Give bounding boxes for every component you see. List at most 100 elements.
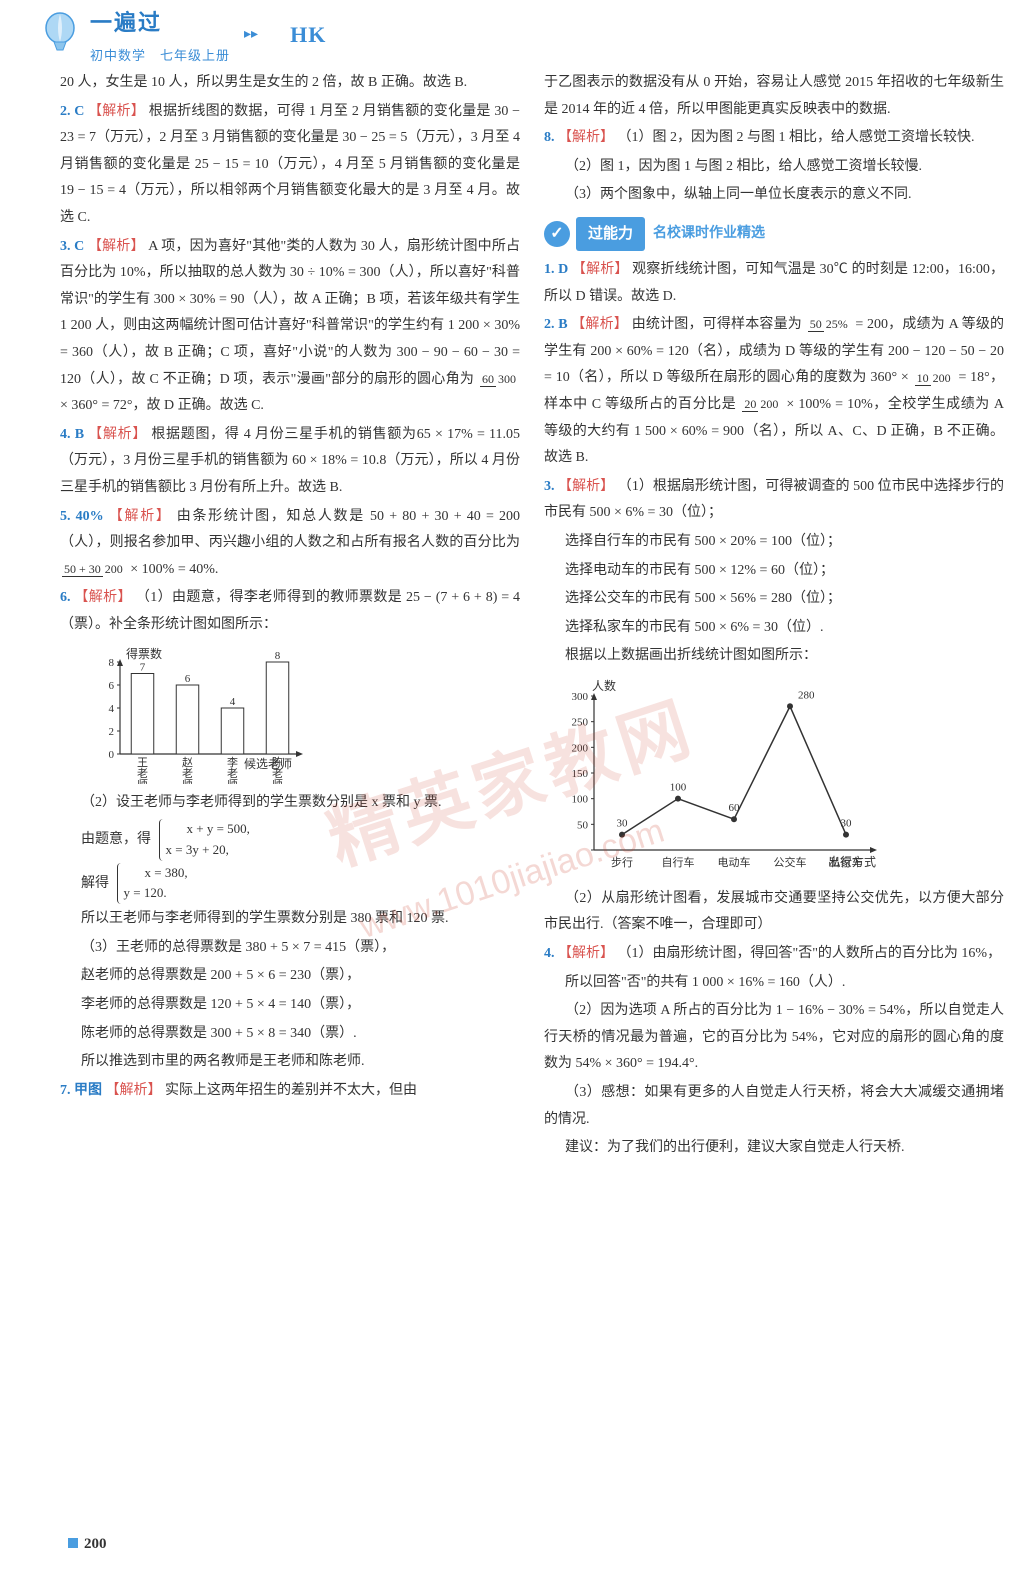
main-title: 一遍过 <box>90 2 230 44</box>
svg-text:7: 7 <box>140 662 146 674</box>
text: 20 人，女生是 10 人，所以男生是女生的 2 倍，故 B 正确。故选 B. <box>60 70 520 97</box>
hk-tag: HK <box>290 14 326 56</box>
text: 选择电动车的市民有 500 × 12% = 60（位）； <box>544 558 1004 585</box>
text: 建议：为了我们的出行便利，建议大家自觉走人行天桥. <box>544 1135 1004 1162</box>
right-column: 于乙图表示的数据没有从 0 开始，容易让人感觉 2015 年招收的七年级新生是 … <box>544 70 1004 1164</box>
svg-text:候选老师: 候选老师 <box>244 757 292 771</box>
svg-text:师: 师 <box>227 778 238 784</box>
text: 所以推选到市里的两名教师是王老师和陈老师. <box>60 1049 520 1076</box>
text: 所以回答"否"的共有 1 000 × 16% = 160（人）. <box>544 970 1004 997</box>
text: （3）感想：如果有更多的人自觉走人行天桥，将会大大减缓交通拥堵的情况. <box>544 1080 1004 1133</box>
svg-text:30: 30 <box>617 817 629 829</box>
fraction: 10200 <box>915 372 953 385</box>
svg-text:300: 300 <box>572 691 589 703</box>
equation-system: 由题意，得 x + y = 500,x = 3y + 20, <box>60 819 520 861</box>
svg-text:6: 6 <box>109 680 115 692</box>
svg-text:私家车: 私家车 <box>830 855 863 869</box>
check-icon: ✓ <box>544 221 570 247</box>
analysis-label: 【解析】 <box>88 239 145 254</box>
text: 于乙图表示的数据没有从 0 开始，容易让人感觉 2015 年招收的七年级新生是 … <box>544 70 1004 123</box>
q-number: 8. <box>544 130 555 145</box>
analysis-label: 【解析】 <box>74 590 132 605</box>
svg-text:280: 280 <box>798 689 815 701</box>
tag-sub: 名校课时作业精选 <box>653 221 765 248</box>
svg-text:赵: 赵 <box>182 755 193 769</box>
analysis-label: 【解析】 <box>88 427 147 442</box>
svg-text:200: 200 <box>572 742 589 754</box>
analysis-label: 【解析】 <box>558 946 614 961</box>
svg-text:李: 李 <box>227 755 238 769</box>
q-number: 5. 40% <box>60 509 104 524</box>
analysis-label: 【解析】 <box>109 509 172 524</box>
svg-text:电动车: 电动车 <box>718 855 751 869</box>
text: 赵老师的总得票数是 200 + 5 × 6 = 230（票）， <box>60 963 520 990</box>
text: （1）图 2，因为图 2 与图 1 相比，给人感觉工资增长较快. <box>618 130 975 145</box>
fraction: 5025% <box>808 318 850 331</box>
text: （2）因为选项 A 所占的百分比为 1 − 16% − 30% = 54%，所以… <box>544 998 1004 1078</box>
svg-text:150: 150 <box>572 768 589 780</box>
text: 根据折线图的数据，可得 1 月至 2 月销售额的变化量是 30 − 23 = 7… <box>60 104 520 225</box>
question-2: 2. C 【解析】 根据折线图的数据，可得 1 月至 2 月销售额的变化量是 3… <box>60 99 520 232</box>
svg-text:师: 师 <box>182 778 193 784</box>
q-number: 2. C <box>60 104 84 119</box>
fraction: 50 + 30200 <box>62 563 125 576</box>
svg-text:陈: 陈 <box>272 755 283 769</box>
question-6: 6. 【解析】 （1）由题意，得李老师得到的教师票数是 25 − (7 + 6 … <box>60 585 520 638</box>
svg-text:自行车: 自行车 <box>662 855 695 869</box>
svg-text:100: 100 <box>572 794 589 806</box>
analysis-label: 【解析】 <box>106 1083 162 1098</box>
analysis-label: 【解析】 <box>571 317 628 332</box>
text: （3）王老师的总得票数是 380 + 5 × 7 = 415（票）， <box>60 935 520 962</box>
balloon-icon <box>40 10 80 60</box>
text: A 项，因为喜好"其他"类的人数为 30 人，扇形统计图中所占百分比为 10%，… <box>60 239 520 387</box>
q-number: 2. B <box>544 317 568 332</box>
text: × 360° = 72°，故 D 正确。故选 C. <box>60 398 264 413</box>
text: （2）设王老师与李老师得到的学生票数分别是 x 票和 y 票. <box>60 790 520 817</box>
svg-text:60: 60 <box>729 802 741 814</box>
svg-text:公交车: 公交车 <box>774 855 807 869</box>
question-2: 2. B 【解析】 由统计图，可得样本容量为 5025% = 200，成绩为 A… <box>544 312 1004 472</box>
line-chart: 50100150200250300人数出行方式30步行100自行车60电动车28… <box>554 676 894 876</box>
svg-text:250: 250 <box>572 717 589 729</box>
text: 陈老师的总得票数是 300 + 5 × 8 = 340（票）. <box>60 1021 520 1048</box>
text: （1）由扇形统计图，得回答"否"的人数所占的百分比为 16%， <box>618 946 1002 961</box>
text: 由统计图，可得样本容量为 <box>632 317 802 332</box>
svg-text:8: 8 <box>109 657 115 669</box>
svg-text:得票数: 得票数 <box>126 646 162 661</box>
text: 选择私家车的市民有 500 × 6% = 30（位）. <box>544 615 1004 642</box>
tag-main: 过能力 <box>576 217 645 252</box>
page-header: 一遍过 初中数学 七年级上册 ▸▸ HK <box>40 0 1004 70</box>
fraction: 60300 <box>480 373 518 386</box>
question-4: 4. B 【解析】 根据题图，得 4 月份三星手机的销售额为65 × 17% =… <box>60 422 520 502</box>
text: （2）图 1，因为图 1 与图 2 相比，给人感觉工资增长较慢. <box>544 154 1004 181</box>
fraction: 20200 <box>742 398 780 411</box>
analysis-label: 【解析】 <box>88 104 145 119</box>
analysis-label: 【解析】 <box>558 479 614 494</box>
text: 实际上这两年招生的差别并不太大，但由 <box>165 1083 417 1098</box>
q-number: 7. 甲图 <box>60 1083 102 1098</box>
text: 选择公交车的市民有 500 × 56% = 280（位）； <box>544 586 1004 613</box>
svg-text:人数: 人数 <box>592 678 616 693</box>
text: （3）两个图象中，纵轴上同一单位长度表示的意义不同. <box>544 182 1004 209</box>
page-number: 200 <box>68 1530 107 1559</box>
arrow-marks: ▸▸ <box>244 22 258 49</box>
q-number: 6. <box>60 590 71 605</box>
svg-text:2: 2 <box>109 726 115 738</box>
svg-text:30: 30 <box>841 817 853 829</box>
question-7: 7. 甲图 【解析】 实际上这两年招生的差别并不太大，但由 <box>60 1078 520 1105</box>
q-number: 4. B <box>60 427 84 442</box>
text: × 100% = 40%. <box>130 562 218 577</box>
svg-text:0: 0 <box>109 749 115 761</box>
footer-strip <box>0 1534 1024 1570</box>
question-3: 3. 【解析】 （1）根据扇形统计图，可得被调查的 500 位市民中选择步行的市… <box>544 474 1004 527</box>
question-5: 5. 40% 【解析】 由条形统计图，知总人数是 50 + 80 + 30 + … <box>60 504 520 584</box>
question-1: 1. D 【解析】 观察折线统计图，可知气温是 30℃ 的时刻是 12:00，1… <box>544 257 1004 310</box>
left-column: 20 人，女生是 10 人，所以男生是女生的 2 倍，故 B 正确。故选 B. … <box>60 70 520 1164</box>
svg-text:100: 100 <box>670 782 687 794</box>
text: 选择自行车的市民有 500 × 20% = 100（位）； <box>544 529 1004 556</box>
svg-text:6: 6 <box>185 673 191 685</box>
svg-text:8: 8 <box>275 650 281 662</box>
sub-title: 初中数学 七年级上册 <box>90 44 230 69</box>
analysis-label: 【解析】 <box>572 262 629 277</box>
svg-text:师: 师 <box>137 778 148 784</box>
